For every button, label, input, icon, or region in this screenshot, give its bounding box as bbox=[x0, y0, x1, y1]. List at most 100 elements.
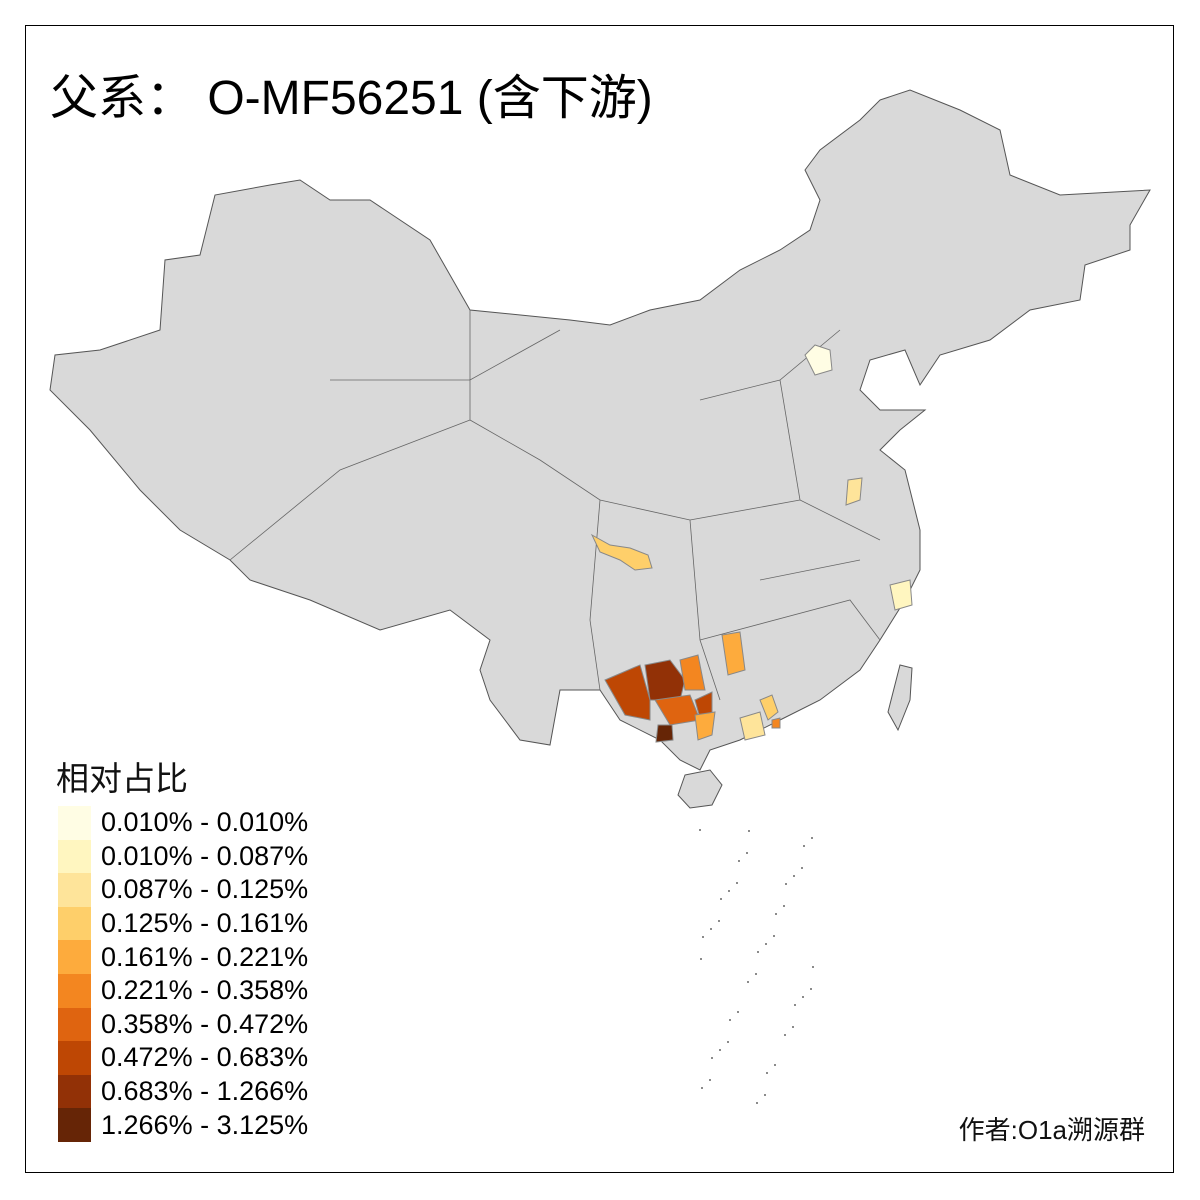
island-mark bbox=[729, 1019, 731, 1021]
highlight-layer bbox=[590, 344, 913, 743]
province-border bbox=[229, 419, 471, 561]
legend-item: 0.358% - 0.472% bbox=[58, 1007, 309, 1042]
island-mark bbox=[794, 1004, 796, 1006]
legend-swatch bbox=[58, 839, 91, 874]
island-mark bbox=[792, 1026, 794, 1028]
province-border bbox=[699, 599, 881, 641]
island-mark bbox=[783, 905, 785, 907]
figure-border bbox=[25, 25, 1174, 1173]
legend-swatch bbox=[58, 906, 91, 941]
legend-title: 相对占比 bbox=[56, 760, 188, 797]
island-mark bbox=[702, 936, 704, 938]
island-mark bbox=[811, 837, 813, 839]
legend-swatch bbox=[58, 873, 91, 907]
island-mark bbox=[812, 966, 814, 968]
island-mark bbox=[747, 981, 749, 983]
region-guangxi-southeast bbox=[694, 711, 716, 741]
island-mark bbox=[737, 1011, 739, 1013]
legend-item: 0.472% - 0.683% bbox=[58, 1041, 308, 1075]
region-guangxi-south bbox=[655, 724, 674, 743]
legend-item: 0.221% - 0.358% bbox=[58, 973, 309, 1008]
island-mark bbox=[720, 898, 722, 900]
taiwan-island bbox=[887, 664, 913, 732]
legend-label: 0.161% - 0.221% bbox=[101, 941, 309, 972]
region-beijing bbox=[804, 344, 833, 376]
region-guangxi-west bbox=[604, 664, 651, 721]
region-guangdong-south bbox=[771, 717, 781, 729]
base-layer bbox=[49, 89, 1151, 1104]
island-mark bbox=[802, 996, 804, 998]
legend-label: 0.010% - 0.087% bbox=[101, 840, 309, 871]
legend-swatch bbox=[58, 1041, 91, 1075]
island-mark bbox=[699, 829, 701, 831]
legend: 0.010% - 0.010% 0.010% - 0.087% 0.087% - 0… bbox=[58, 806, 308, 1142]
legend-item: 0.010% - 0.010% bbox=[58, 806, 308, 840]
author-credit: 作者:O1a溯源群 bbox=[958, 1115, 1145, 1145]
china-mainland bbox=[49, 89, 1151, 771]
island-mark bbox=[775, 913, 777, 915]
legend-item: 0.683% - 1.266% bbox=[58, 1074, 309, 1109]
legend-label: 0.221% - 0.358% bbox=[101, 975, 309, 1006]
province-border bbox=[469, 310, 691, 521]
legend-label: 0.472% - 0.683% bbox=[101, 1042, 309, 1073]
island-mark bbox=[766, 1072, 768, 1074]
region-chongqing-region bbox=[590, 533, 653, 571]
island-mark bbox=[785, 883, 787, 885]
region-jiangsu-region bbox=[845, 477, 863, 506]
island-mark bbox=[748, 830, 750, 832]
province-border bbox=[759, 559, 861, 581]
island-mark bbox=[718, 920, 720, 922]
island-mark bbox=[738, 860, 740, 862]
island-mark bbox=[803, 845, 805, 847]
legend-swatch bbox=[58, 1074, 91, 1109]
map-title: 父系： O-MF56251 (含下游) bbox=[50, 72, 653, 125]
island-mark bbox=[757, 951, 759, 953]
legend-swatch bbox=[58, 940, 91, 974]
province-border bbox=[689, 499, 801, 521]
legend-label: 1.266% - 3.125% bbox=[101, 1109, 309, 1140]
hainan-island bbox=[677, 769, 723, 809]
legend-swatch bbox=[58, 1007, 91, 1042]
island-mark bbox=[801, 867, 803, 869]
island-mark bbox=[784, 1034, 786, 1036]
region-guangxi-north bbox=[644, 659, 686, 701]
legend-label: 0.125% - 0.161% bbox=[101, 908, 309, 939]
region-guangxi-northeast bbox=[679, 654, 706, 691]
legend-swatch bbox=[58, 806, 91, 840]
island-mark bbox=[711, 1057, 713, 1059]
region-zhejiang-region bbox=[889, 579, 913, 611]
island-mark bbox=[755, 973, 757, 975]
island-mark bbox=[710, 928, 712, 930]
island-mark bbox=[810, 988, 812, 990]
island-mark bbox=[709, 1079, 711, 1081]
legend-item: 1.266% - 3.125% bbox=[58, 1108, 308, 1142]
island-mark bbox=[701, 1087, 703, 1089]
legend-label: 0.087% - 0.125% bbox=[101, 874, 309, 905]
legend-item: 0.087% - 0.125% bbox=[58, 873, 308, 907]
legend-item: 0.161% - 0.221% bbox=[58, 940, 308, 974]
legend-item: 0.125% - 0.161% bbox=[58, 906, 309, 941]
island-mark bbox=[756, 1102, 758, 1104]
legend-label: 0.683% - 1.266% bbox=[101, 1076, 309, 1107]
region-guangdong-west bbox=[739, 711, 766, 741]
island-mark bbox=[719, 1049, 721, 1051]
island-mark bbox=[793, 875, 795, 877]
region-hunan-region bbox=[721, 631, 746, 676]
region-guangdong-central bbox=[759, 694, 779, 721]
legend-swatch bbox=[58, 1108, 91, 1142]
island-mark bbox=[746, 852, 748, 854]
island-mark bbox=[728, 890, 730, 892]
island-mark bbox=[736, 882, 738, 884]
legend-label: 0.358% - 0.472% bbox=[101, 1008, 309, 1039]
island-mark bbox=[727, 1041, 729, 1043]
legend-label: 0.010% - 0.010% bbox=[101, 807, 309, 838]
legend-swatch bbox=[58, 973, 91, 1008]
island-mark bbox=[765, 943, 767, 945]
island-mark bbox=[764, 1094, 766, 1096]
legend-item: 0.010% - 0.087% bbox=[58, 839, 309, 874]
province-border bbox=[330, 329, 561, 381]
island-mark bbox=[774, 1064, 776, 1066]
island-mark bbox=[773, 935, 775, 937]
